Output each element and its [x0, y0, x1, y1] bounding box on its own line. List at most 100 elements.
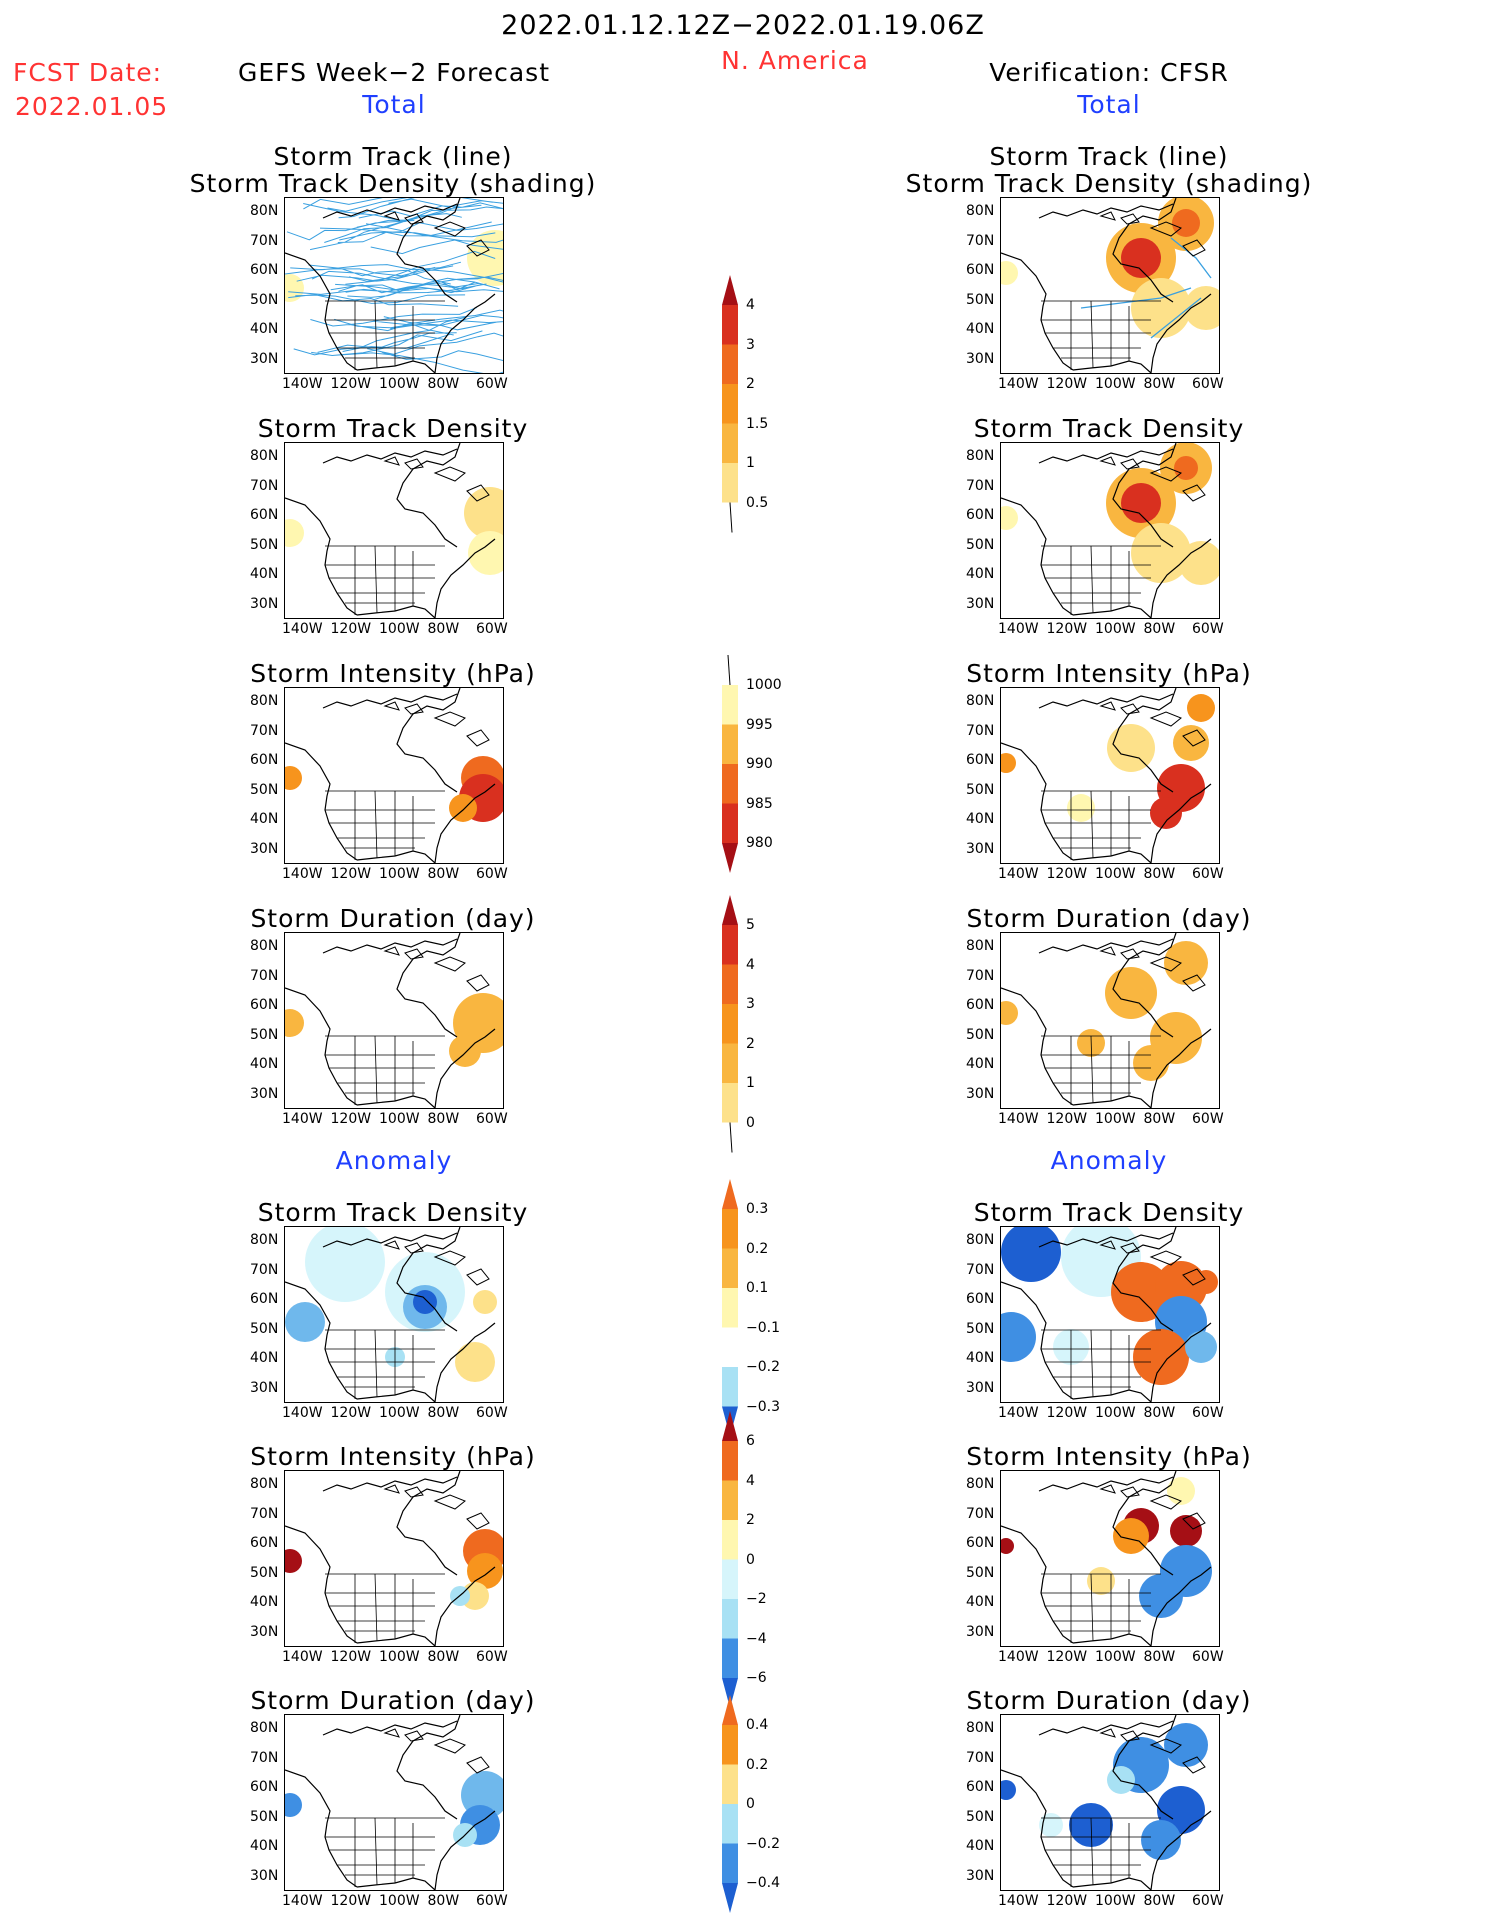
panel-title-u_anom-gefs: Storm Duration (day) — [250, 1686, 536, 1715]
shading-cell — [468, 531, 503, 575]
shading-cell — [1001, 261, 1018, 285]
lon-tick-label: 100W — [379, 1405, 420, 1421]
duration-anomaly-colorbar-label: 0 — [746, 1796, 755, 1812]
lat-tick-label: 80N — [250, 1232, 279, 1248]
lon-tick-label: 60W — [476, 866, 508, 882]
lon-tick-label: 60W — [1192, 866, 1224, 882]
colorbar-segment — [722, 964, 738, 1004]
shading-cell — [1179, 541, 1219, 585]
lon-tick-label: 140W — [282, 1111, 323, 1127]
density-anomaly-colorbar-label: −0.1 — [746, 1319, 780, 1336]
colorbar-bottom-arrow — [722, 843, 738, 873]
lon-tick-label: 80W — [1143, 1649, 1176, 1665]
lon-tick-label: 60W — [476, 621, 508, 637]
lat-tick-label: 50N — [966, 781, 995, 798]
lat-tick-label: 50N — [966, 1320, 995, 1337]
lat-tick-label: 50N — [250, 536, 279, 553]
panel-title-density-cfsr: Storm Track Density — [973, 414, 1245, 443]
lat-tick-label: 30N — [966, 840, 995, 857]
coastline — [1001, 443, 1212, 618]
colorbar-segment — [722, 1367, 738, 1407]
shading-cell — [449, 794, 477, 822]
lat-tick-label: 40N — [966, 566, 995, 582]
lon-tick-label: 80W — [427, 1111, 460, 1127]
lat-tick-label: 70N — [966, 967, 995, 984]
lon-tick-label: 80W — [427, 1405, 460, 1421]
lon-tick-label: 80W — [1143, 376, 1176, 392]
panel-title-i_anom-cfsr: Storm Intensity (hPa) — [966, 1442, 1252, 1471]
verification-total-label: Total — [1077, 90, 1141, 119]
colorbar-bottom-arrow — [722, 1678, 738, 1708]
coastline — [1001, 933, 1212, 1108]
lon-tick-label: 140W — [998, 1893, 1039, 1909]
region-title: N. America — [721, 46, 869, 75]
lon-tick-label: 100W — [379, 1893, 420, 1909]
panel-title-track-gefs: Storm Track Density (shading) — [189, 169, 597, 198]
lat-tick-label: 40N — [966, 811, 995, 827]
map-i_anom-cfsr — [1000, 1470, 1220, 1647]
lon-tick-label: 140W — [282, 866, 323, 882]
intensity-total-colorbar — [722, 655, 738, 873]
map-u_anom-gefs — [284, 1714, 504, 1891]
period-title: 2022.01.12.12Z−2022.01.19.06Z — [501, 10, 985, 41]
coastline — [285, 1227, 496, 1402]
colorbar-segment — [722, 1843, 738, 1883]
lat-tick-label: 70N — [966, 477, 995, 494]
lat-tick-label: 50N — [250, 1808, 279, 1825]
coastline — [1001, 1471, 1212, 1646]
shading-cell — [1185, 1331, 1217, 1363]
shading-cell — [1111, 1262, 1171, 1322]
lat-tick-label: 40N — [250, 1594, 279, 1610]
lat-tick-label: 70N — [966, 1505, 995, 1522]
colorbar-segment — [722, 925, 738, 965]
colorbar-segment — [722, 1520, 738, 1560]
islands — [1099, 1484, 1206, 1530]
shading-cell — [1133, 1045, 1169, 1081]
lat-tick-label: 50N — [966, 1564, 995, 1581]
storm-track-lines — [285, 198, 503, 373]
lat-tick-label: 80N — [250, 448, 279, 464]
lat-tick-label: 30N — [966, 1085, 995, 1102]
lon-tick-label: 100W — [1095, 1405, 1136, 1421]
verification-column-title: Verification: CFSR — [989, 58, 1229, 87]
lat-tick-label: 30N — [966, 1623, 995, 1640]
lon-tick-label: 80W — [1143, 1893, 1176, 1909]
lat-tick-label: 30N — [250, 1623, 279, 1640]
lat-tick-label: 30N — [250, 1085, 279, 1102]
colorbar-bottom-line — [729, 502, 733, 533]
panel-title-track-cfsr: Storm Track (line) — [989, 142, 1229, 171]
shading-cell — [285, 519, 304, 547]
lat-tick-label: 50N — [250, 1564, 279, 1581]
density-anomaly-colorbar — [722, 1179, 738, 1437]
map-track-cfsr — [1000, 197, 1220, 374]
colorbar-segment — [722, 1725, 738, 1765]
map-duration-cfsr — [1000, 932, 1220, 1109]
colorbar-segment — [722, 1248, 738, 1288]
lat-tick-label: 80N — [966, 448, 995, 464]
shading-cell — [1001, 1227, 1061, 1282]
colorbar-segment — [722, 803, 738, 843]
lon-tick-label: 120W — [1046, 866, 1088, 882]
density-anomaly-colorbar-label: 0.3 — [746, 1201, 769, 1217]
colorbar-segment — [722, 1327, 738, 1367]
lat-tick-label: 70N — [250, 1505, 279, 1522]
fcst-date-label: FCST Date: — [13, 58, 163, 87]
lon-tick-label: 60W — [476, 1111, 508, 1127]
shading-cell — [449, 1035, 481, 1067]
lon-tick-label: 120W — [330, 621, 372, 637]
lat-tick-label: 80N — [966, 1232, 995, 1248]
lat-tick-label: 70N — [966, 232, 995, 249]
lon-tick-label: 100W — [1095, 621, 1136, 637]
state-borders — [1041, 1329, 1161, 1399]
lon-tick-label: 100W — [1095, 1893, 1136, 1909]
lon-tick-label: 100W — [1095, 866, 1136, 882]
lat-tick-label: 70N — [966, 1261, 995, 1278]
intensity-anomaly-colorbar-label: −6 — [746, 1670, 767, 1686]
lon-tick-label: 60W — [476, 1405, 508, 1421]
colorbar-segment — [722, 1764, 738, 1804]
lat-tick-label: 70N — [250, 1749, 279, 1766]
shading-cell — [1164, 941, 1208, 985]
panel-title-density-gefs: Storm Track Density — [257, 414, 529, 443]
colorbar-segment — [722, 305, 738, 345]
lat-tick-label: 70N — [966, 722, 995, 739]
